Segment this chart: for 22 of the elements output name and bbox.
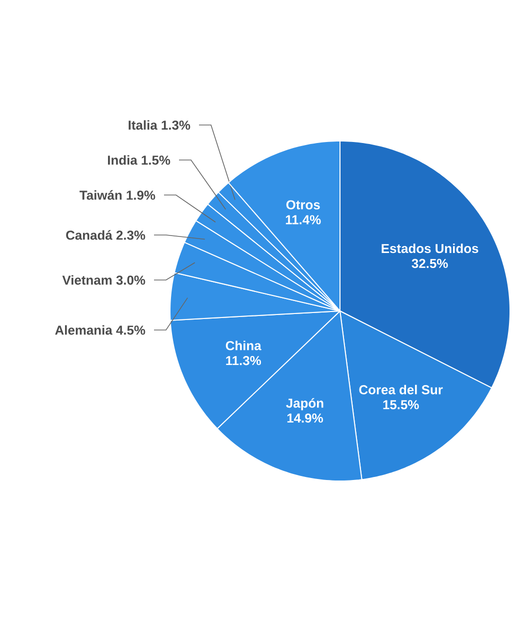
slice-label: China xyxy=(226,340,262,350)
data-label: 11.4% xyxy=(286,215,321,224)
data-label: 11.3% xyxy=(226,356,261,366)
slice-label: Japón xyxy=(286,398,324,410)
data-label: 1.9% xyxy=(126,190,156,200)
data-label: 1.5% xyxy=(142,156,170,165)
data-label: 3.0% xyxy=(116,276,146,285)
slice-label: Canadá xyxy=(66,230,112,240)
slice-label: Corea del Sur xyxy=(359,384,443,394)
data-label: 14.9% xyxy=(287,414,323,423)
data-label: 32.5% xyxy=(412,258,448,268)
slice-label: India xyxy=(108,155,138,165)
slice-label: Otros xyxy=(286,200,320,210)
slice-label: Alemania xyxy=(55,325,112,335)
slice-label: Vietnam xyxy=(62,275,112,285)
data-label: 15.5% xyxy=(383,400,419,410)
slice-label: Italia xyxy=(128,120,158,130)
data-label: 4.5% xyxy=(116,326,146,335)
data-label: 1.3% xyxy=(162,120,190,130)
slice-label: Taiwán xyxy=(80,190,122,200)
slice-label: Estados Unidos xyxy=(382,244,478,254)
data-label: 2.3% xyxy=(116,230,146,240)
